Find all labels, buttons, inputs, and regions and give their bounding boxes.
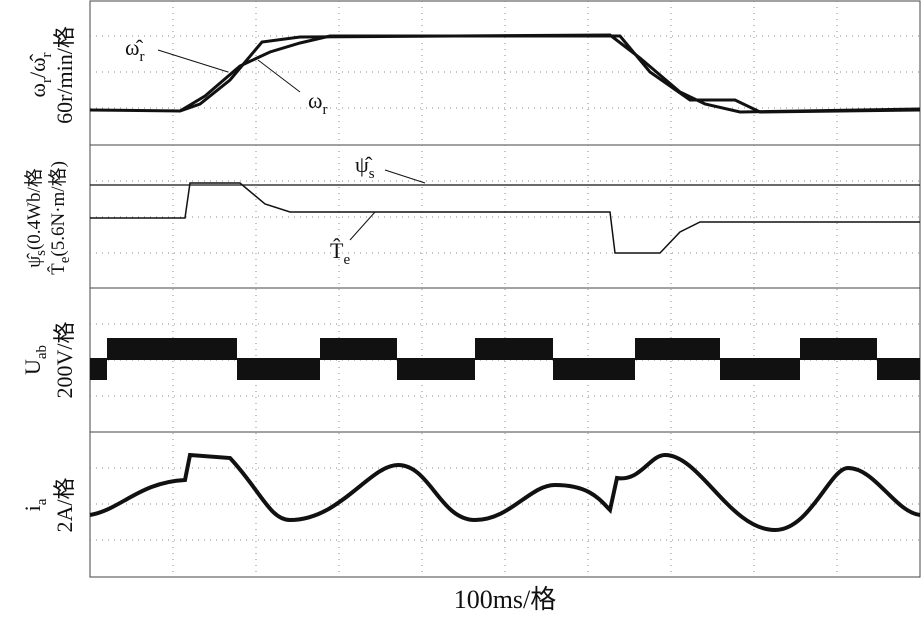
y-label: 60r/min/格	[52, 26, 77, 124]
annotation-line	[384, 169, 426, 184]
annotation: ψ̂s	[355, 152, 375, 182]
annotation: ω̂r	[125, 35, 144, 65]
x-label: 100ms/格	[454, 585, 557, 614]
current-trace	[89, 452, 921, 533]
annotation-line	[157, 49, 229, 73]
annotation-line	[349, 211, 376, 241]
y-labels: ωr/ω̂r 60r/min/格 ψ̂s(0.4Wb/格 T̂e(5.6N·m/…	[20, 26, 77, 532]
annotation: ωr	[308, 88, 327, 118]
y-label: 200V/格	[52, 321, 77, 398]
y-label: Uab	[20, 345, 50, 375]
speed-estimate-trace	[179, 34, 921, 114]
torque-trace	[90, 182, 920, 254]
annotation: T̂e	[330, 238, 350, 268]
y-label: ia	[20, 498, 50, 511]
y-label: 2A/格	[52, 477, 77, 532]
y-label: T̂e(5.6N·m/格)	[47, 161, 73, 275]
annotation-line	[257, 59, 301, 93]
y-label: ψ̂s(0.4Wb/格	[23, 168, 49, 268]
voltage-trace	[90, 338, 920, 380]
y-label: ωr/ω̂r	[25, 52, 55, 97]
